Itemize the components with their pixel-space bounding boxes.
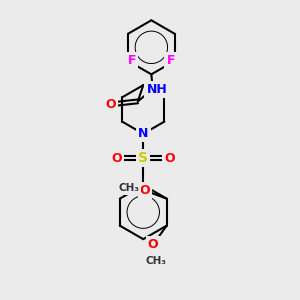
Text: N: N	[138, 127, 148, 140]
Text: CH₃: CH₃	[145, 256, 166, 266]
Text: CH₃: CH₃	[118, 183, 139, 193]
Text: O: O	[140, 184, 150, 197]
Text: F: F	[167, 54, 175, 67]
Text: NH: NH	[146, 83, 167, 96]
Text: O: O	[148, 238, 158, 251]
Text: O: O	[105, 98, 116, 111]
Text: O: O	[164, 152, 175, 165]
Text: F: F	[128, 54, 136, 67]
Text: S: S	[138, 151, 148, 165]
Text: O: O	[112, 152, 122, 165]
